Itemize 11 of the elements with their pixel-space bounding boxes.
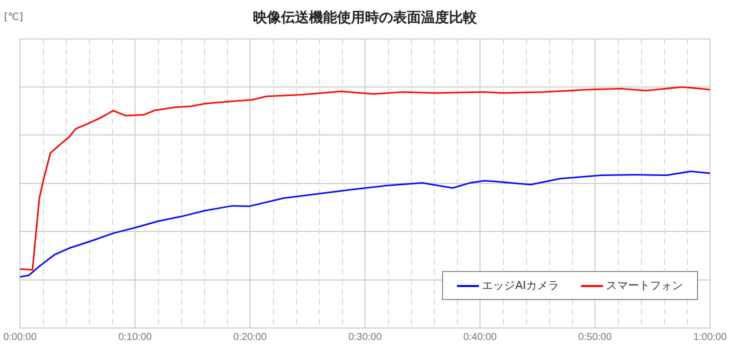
legend-label: スマートフォン: [606, 278, 683, 293]
x-tick-label: 0:00:00: [3, 332, 38, 343]
text: [℃]: [4, 12, 24, 23]
x-tick-label: 0:20:00: [233, 332, 268, 343]
x-tick-label: 0:40:00: [463, 332, 498, 343]
legend-label: エッジAIカメラ: [482, 278, 559, 293]
x-tick-label: 0:50:00: [578, 332, 612, 343]
x-tick-label: 0:30:00: [348, 332, 382, 343]
chart-title: 映像伝送機能使用時の表面温度比較: [253, 9, 478, 26]
x-tick-label: 0:10:00: [118, 332, 152, 343]
x-tick-label: 1:00:00: [693, 332, 728, 343]
